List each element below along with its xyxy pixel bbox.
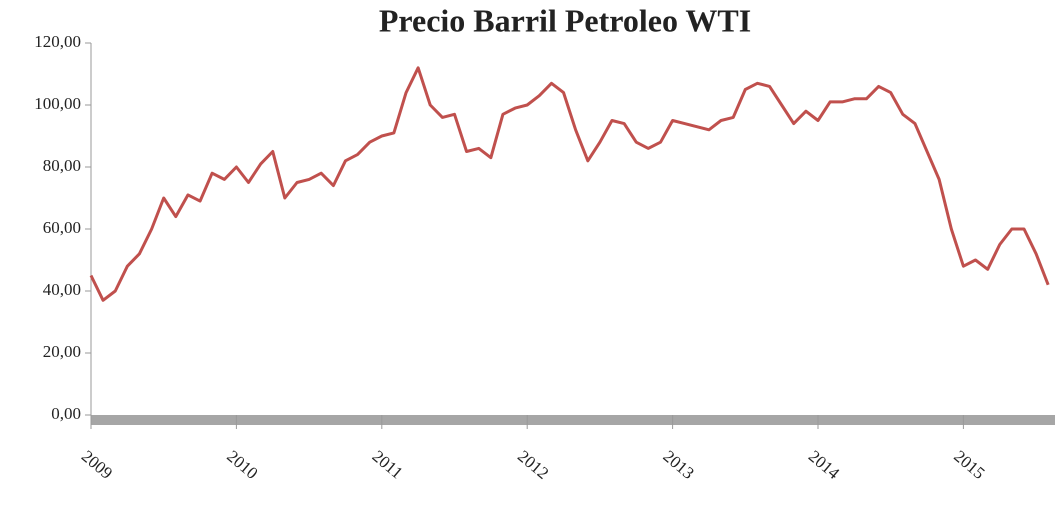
x-tick-label: 2010 [223,447,261,483]
x-tick-label: 2009 [78,447,116,483]
x-tick-label: 2013 [660,447,698,483]
price-line [89,66,1050,302]
x-tick-label: 2015 [950,447,988,483]
chart-title: Precio Barril Petroleo WTI [379,2,751,38]
y-tick-label: 20,00 [43,342,81,361]
y-tick-label: 80,00 [43,156,81,175]
y-tick-label: 40,00 [43,280,81,299]
y-tick-label: 120,00 [34,32,81,51]
y-tick-label: 100,00 [34,94,81,113]
x-tick-label: 2012 [514,447,552,483]
x-axis [91,415,1055,425]
y-tick-label: 0,00 [51,404,81,423]
x-tick-label: 2011 [369,447,407,483]
x-tick-label: 2014 [805,447,844,484]
y-tick-label: 60,00 [43,218,81,237]
